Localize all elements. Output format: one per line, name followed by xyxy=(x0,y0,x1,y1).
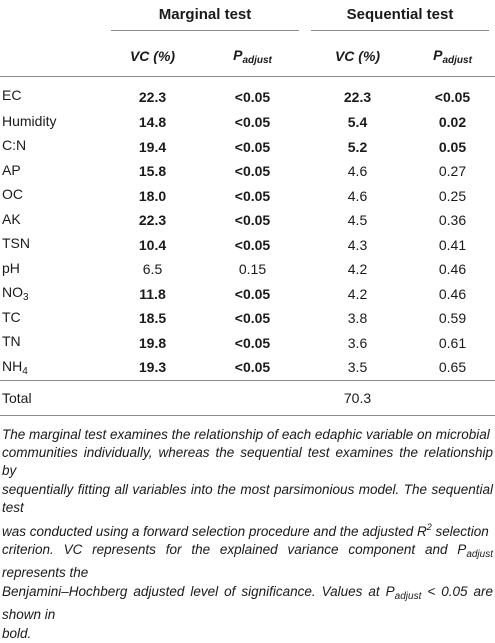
marginal-p-cell: <0.05 xyxy=(234,88,271,105)
sequential-p-cell: <0.05 xyxy=(434,88,471,105)
table-row: TN 19.8 <0.05 3.6 0.61 xyxy=(0,331,495,356)
sequential-p-cell: 0.05 xyxy=(438,138,467,155)
sequential-vc-cell: 3.5 xyxy=(347,359,368,376)
column-header-row: VC (%) Padjust VC (%) Padjust xyxy=(0,36,495,77)
table-row: Humidity 14.8 <0.05 5.4 0.02 xyxy=(0,110,495,135)
marginal-p-cell: <0.05 xyxy=(234,114,271,131)
variable-cell: TSN xyxy=(2,235,30,252)
marginal-test-header: Marginal test xyxy=(105,0,305,36)
sequential-vc-cell: 5.4 xyxy=(347,114,368,131)
marginal-p-cell: <0.05 xyxy=(234,334,271,351)
total-label: Total xyxy=(0,379,105,416)
results-table: Marginal test Sequential test VC (%) Pad… xyxy=(0,0,495,416)
marginal-vc-cell: 10.4 xyxy=(138,236,167,253)
variable-cell: TC xyxy=(2,308,21,325)
sequential-p-cell: 0.02 xyxy=(438,114,467,131)
sequential-vc-header: VC (%) xyxy=(334,48,381,64)
sequential-vc-cell: 4.3 xyxy=(347,236,368,253)
variable-cell: EC xyxy=(2,87,22,103)
table-row: EC 22.3 <0.05 22.3 <0.05 xyxy=(0,77,495,111)
sequential-vc-cell: 22.3 xyxy=(343,88,372,105)
marginal-vc-cell: 22.3 xyxy=(138,212,167,229)
marginal-vc-cell: 6.5 xyxy=(142,261,163,278)
table-row: pH 6.5 0.15 4.2 0.46 xyxy=(0,257,495,282)
table-row: OC 18.0 <0.05 4.6 0.25 xyxy=(0,184,495,209)
variable-cell: OC xyxy=(2,186,23,203)
variable-cell: pH xyxy=(2,259,20,276)
marginal-vc-cell: 11.8 xyxy=(139,285,166,302)
marginal-p-cell: 0.15 xyxy=(238,261,267,278)
sequential-p-cell: 0.46 xyxy=(438,285,467,302)
marginal-p-cell: <0.05 xyxy=(234,163,271,180)
sequential-vc-cell: 3.6 xyxy=(347,334,368,351)
variable-cell: NO3 xyxy=(2,284,29,304)
marginal-p-cell: <0.05 xyxy=(234,285,271,302)
marginal-vc-cell: 19.4 xyxy=(138,138,167,155)
variable-cell: AK xyxy=(2,210,21,227)
table-footnote: The marginal test examines the relations… xyxy=(2,426,493,641)
marginal-vc-cell: 18.0 xyxy=(138,187,167,204)
sequential-p-cell: 0.25 xyxy=(438,187,467,204)
variable-cell: AP xyxy=(2,161,21,178)
sequential-vc-cell: 4.5 xyxy=(347,212,368,229)
sequential-p-cell: 0.46 xyxy=(438,261,467,278)
marginal-p-cell: <0.05 xyxy=(234,187,271,204)
table-row: NO3 11.8 <0.05 4.2 0.46 xyxy=(0,282,495,307)
marginal-vc-cell: 14.8 xyxy=(138,114,167,131)
total-value: 70.3 xyxy=(305,379,410,416)
sequential-p-header: Padjust xyxy=(433,46,472,66)
sequential-p-cell: 0.41 xyxy=(438,236,467,253)
sequential-vc-cell: 4.6 xyxy=(347,187,368,204)
marginal-p-cell: <0.05 xyxy=(234,359,271,376)
sequential-test-header: Sequential test xyxy=(305,0,495,36)
total-row: Total 70.3 xyxy=(0,379,495,416)
group-header-row: Marginal test Sequential test xyxy=(0,0,495,36)
sequential-p-cell: 0.59 xyxy=(438,310,467,327)
marginal-p-cell: <0.05 xyxy=(234,212,271,229)
variable-cell: NH4 xyxy=(2,357,28,377)
marginal-vc-cell: 19.3 xyxy=(138,359,167,376)
marginal-p-cell: <0.05 xyxy=(234,310,271,327)
marginal-p-cell: <0.05 xyxy=(234,138,271,155)
marginal-vc-cell: 22.3 xyxy=(138,88,167,105)
sequential-p-cell: 0.36 xyxy=(438,212,467,229)
table-row: AP 15.8 <0.05 4.6 0.27 xyxy=(0,159,495,184)
marginal-vc-cell: 15.8 xyxy=(138,163,167,180)
table-row: TC 18.5 <0.05 3.8 0.59 xyxy=(0,306,495,331)
sequential-vc-cell: 5.2 xyxy=(347,138,368,155)
sequential-vc-cell: 4.2 xyxy=(347,285,368,302)
sequential-p-cell: 0.65 xyxy=(438,359,467,376)
marginal-vc-cell: 19.8 xyxy=(138,334,167,351)
marginal-vc-cell: 18.5 xyxy=(138,310,167,327)
marginal-vc-header: VC (%) xyxy=(129,48,176,64)
sequential-p-cell: 0.61 xyxy=(438,334,467,351)
table-row: TSN 10.4 <0.05 4.3 0.41 xyxy=(0,233,495,258)
table-row: C:N 19.4 <0.05 5.2 0.05 xyxy=(0,135,495,160)
variable-cell: C:N xyxy=(2,137,27,154)
table-row: AK 22.3 <0.05 4.5 0.36 xyxy=(0,208,495,233)
sequential-vc-cell: 4.6 xyxy=(347,163,368,180)
sequential-p-cell: 0.27 xyxy=(438,163,467,180)
sequential-vc-cell: 3.8 xyxy=(347,310,368,327)
variable-cell: Humidity xyxy=(2,112,57,129)
marginal-p-header: Padjust xyxy=(233,46,272,66)
variable-cell: TN xyxy=(2,333,21,350)
marginal-p-cell: <0.05 xyxy=(234,236,271,253)
table-row: NH4 19.3 <0.05 3.5 0.65 xyxy=(0,355,495,380)
sequential-vc-cell: 4.2 xyxy=(347,261,368,278)
